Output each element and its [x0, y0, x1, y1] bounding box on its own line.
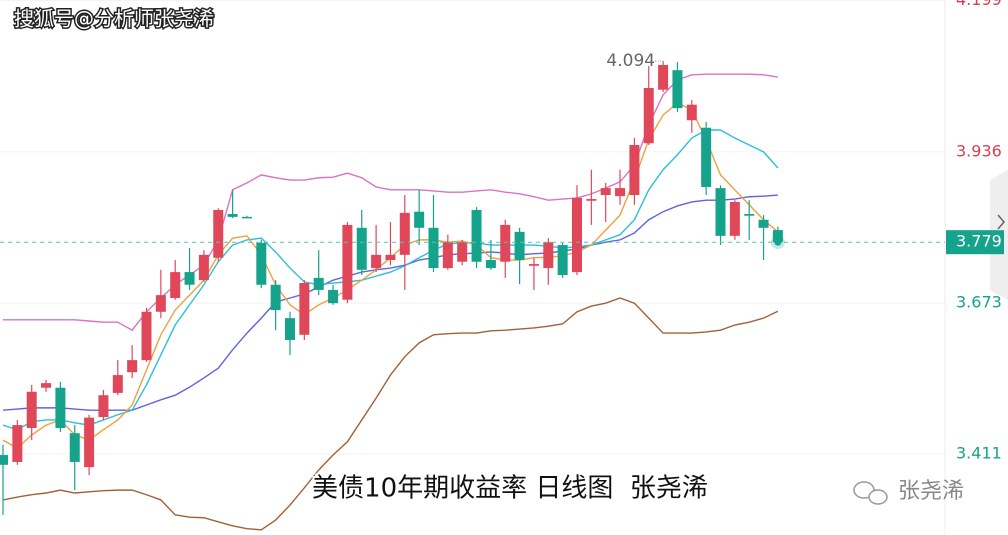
candle-body: [299, 283, 310, 335]
candle-body: [84, 417, 95, 468]
candle-body: [371, 254, 382, 269]
indicator-line: [2, 129, 779, 431]
candle-body: [528, 264, 539, 266]
current-dot: [774, 238, 782, 246]
y-tick-label: 3.411: [956, 443, 1002, 462]
candle-body: [744, 214, 755, 216]
candle-body: [399, 212, 410, 255]
candle-body: [112, 375, 123, 393]
candle-body: [729, 201, 740, 236]
candle-body: [213, 209, 224, 258]
candle-body: [342, 224, 353, 300]
wechat-icon: [853, 481, 888, 505]
candle-body: [629, 144, 640, 196]
candle-body: [543, 242, 554, 269]
candle-body: [270, 284, 281, 311]
candle-body: [184, 272, 195, 285]
candle-body: [442, 242, 453, 269]
candle-body: [615, 188, 626, 197]
candle-body: [127, 360, 138, 373]
candle-body: [155, 295, 166, 312]
candle-body: [256, 242, 267, 285]
indicator-line: [3, 73, 779, 332]
candle-body: [313, 277, 324, 290]
y-tick-label: 3.936: [956, 141, 1002, 160]
candle-body: [586, 199, 597, 201]
indicator-line: [2, 102, 779, 449]
candle-body: [643, 88, 654, 144]
candle-body: [170, 272, 181, 298]
y-tick-label: 4.199: [956, 0, 1002, 9]
candle-body: [658, 65, 669, 90]
max-label: 4.094: [606, 51, 655, 71]
chart-title: 美债10年期收益率 日线图 张尧浠: [312, 474, 708, 504]
candle-body: [198, 254, 209, 281]
scroll-arrow[interactable]: [997, 214, 1005, 230]
source: 张尧浠: [898, 479, 964, 504]
candle-body: [471, 209, 482, 262]
candle-body: [485, 260, 496, 269]
candle-body: [141, 311, 152, 361]
indicator-line: [2, 297, 779, 531]
candle-body: [69, 433, 80, 462]
candle-body: [12, 425, 23, 462]
candle-body: [457, 242, 468, 262]
candle-body: [55, 387, 66, 428]
current-price-box: [946, 230, 1004, 255]
candle-body: [557, 245, 568, 275]
candle-body: [414, 211, 425, 228]
candle-body: [0, 455, 8, 465]
candle-body: [328, 289, 339, 304]
candle-body: [385, 254, 396, 261]
candle-body: [600, 188, 611, 196]
candle-body: [26, 391, 37, 428]
plot-area: 4.094: [0, 0, 945, 531]
candle-body: [227, 214, 238, 217]
candle-body: [514, 231, 525, 261]
candle-body: [686, 104, 697, 121]
candle-body: [701, 127, 712, 187]
candle-body: [285, 318, 295, 340]
candle-body: [41, 383, 52, 388]
candle-body: [758, 219, 769, 228]
candle-body: [772, 230, 783, 243]
candle-body: [672, 70, 683, 109]
candle-body: [98, 395, 109, 418]
candle-body: [428, 227, 439, 269]
candle-body: [356, 227, 367, 270]
current-price-label: 3.779: [956, 232, 1002, 251]
watermark: 搜狐号@分析师张尧浠: [14, 7, 214, 31]
y-tick-label: 3.673: [956, 293, 1002, 312]
candle-body: [572, 197, 582, 273]
candle-body: [715, 188, 726, 236]
candle-body: [500, 224, 511, 262]
candle-body: [241, 216, 252, 219]
